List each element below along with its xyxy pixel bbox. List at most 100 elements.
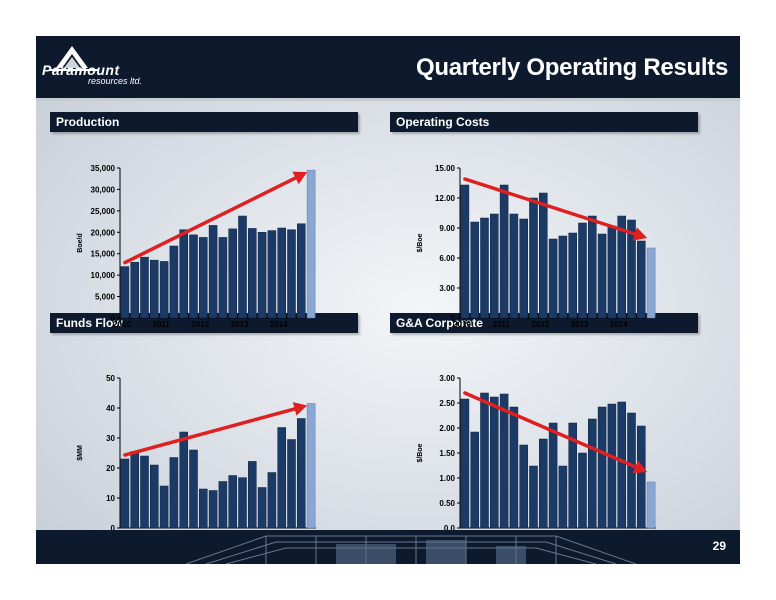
x-tick-label: 2014 [610,320,628,329]
y-tick-label: 10 [106,494,115,503]
y-tick-label: 5,000 [95,293,116,302]
y-axis-label: $/Boe [417,233,424,252]
bar [140,455,149,529]
trend-arrow-shaft [463,391,638,469]
header-divider [36,98,740,101]
bar [490,213,499,319]
bar [637,240,646,319]
y-tick-label: 6.00 [439,254,455,263]
bar [470,221,479,319]
bar [297,223,306,319]
y-tick-label: 2.50 [439,399,455,408]
bar [588,215,597,319]
section-title-operating-costs: Operating Costs [390,112,698,132]
bar [287,439,296,529]
bar [208,225,218,319]
logo-wordmark: Paramount [42,62,120,78]
bar [267,230,277,319]
footer-bar: 29 [36,530,740,564]
y-tick-label: 1.00 [439,474,455,483]
x-tick-label: 2011 [493,320,511,329]
slide: Paramount resources ltd. Quarterly Opera… [36,36,740,564]
bar [277,227,286,319]
y-tick-label: 12.00 [435,194,456,203]
bar [617,401,626,529]
y-tick-label: 25,000 [91,207,116,216]
bar [548,422,558,529]
x-tick-label: 2010 [453,320,471,329]
ga-corporate-svg: 0.00.501.001.502.002.503.00$/Boe20102011… [417,374,656,539]
x-tick-label: 2012 [192,320,210,329]
bar [548,238,558,319]
bar [130,451,139,529]
bar [169,245,179,319]
y-tick-label: 50 [106,374,115,383]
y-tick-label: 0.0 [444,524,456,533]
header-bar: Paramount resources ltd. Quarterly Opera… [36,36,740,98]
bar [519,218,528,319]
section-title-production: Production [50,112,358,132]
x-tick-label: 2013 [571,320,589,329]
trend-arrow-head-icon [632,460,648,474]
y-tick-label: 0 [111,524,116,533]
y-tick-label: 15,000 [91,250,116,259]
bar [578,222,587,319]
bar [617,215,626,319]
ga-corporate-chart: 0.00.501.001.502.002.503.00$/Boe20102011… [382,342,722,542]
bar [568,232,577,319]
bar [218,237,228,319]
y-tick-label: 0.50 [439,499,455,508]
bar [480,217,489,319]
x-tick-label: 2010 [113,320,131,329]
bar [189,234,198,319]
trend-arrow-shaft [123,407,297,457]
bar [646,247,656,319]
x-tick-label: 2011 [153,320,171,329]
y-tick-label: 20 [106,464,115,473]
bar [627,219,636,319]
bar [287,229,296,319]
y-tick-label: 30,000 [91,185,116,194]
bar [297,418,306,529]
production-svg: 0 5,000 10,000 15,000 20,000 25,000 30,000 35,0… [77,164,316,329]
bar [150,464,159,529]
y-tick-label: 30 [106,434,115,443]
bar [159,261,169,319]
trend-arrow-shaft [463,177,637,236]
bar [140,256,149,319]
bar [588,418,597,529]
y-axis-label: $/Boe [417,443,424,462]
y-tick-label: 0 [111,314,116,323]
bar [199,237,208,319]
bar [558,235,568,319]
production-chart: 0 5,000 10,000 15,000 20,000 25,000 30,000 35,0… [42,136,382,336]
bar [120,266,130,319]
y-tick-label: 0 [451,314,456,323]
bar [607,225,617,319]
trend-arrow-head-icon [292,171,308,185]
industrial-facility-icon [185,535,637,564]
bar [509,213,519,319]
page-title: Quarterly Operating Results [416,54,728,81]
trend-arrow-head-icon [292,402,308,416]
bar [189,449,198,529]
bar [179,431,188,529]
bar [267,472,277,529]
bar [490,396,499,529]
trend-arrow-head-icon [632,227,648,241]
bar [238,477,247,529]
bar [499,184,509,319]
y-tick-label: 2.00 [439,424,455,433]
bar [257,232,267,319]
bar [597,406,607,529]
y-tick-label: 3.00 [439,284,455,293]
operating-costs-chart: 0 3.00 6.00 9.00 12.00 15.00 $/Boe 2010 2011 2012… [382,136,722,336]
bar [539,192,548,319]
bar [218,481,228,529]
bar [238,215,247,319]
bar [578,452,587,529]
bar [228,228,237,319]
bar [568,422,577,529]
